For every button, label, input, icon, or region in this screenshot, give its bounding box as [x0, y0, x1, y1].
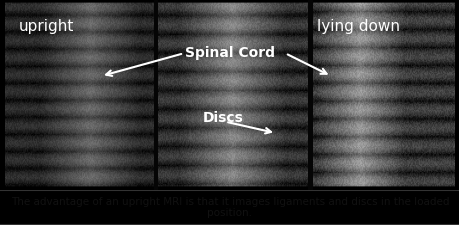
- Text: upright: upright: [18, 19, 73, 34]
- Text: Discs: Discs: [202, 111, 243, 125]
- Text: The advantage of an upright MRI is that it images ligaments and discs in the loa: The advantage of an upright MRI is that …: [11, 197, 448, 218]
- Text: lying down: lying down: [317, 19, 399, 34]
- Text: Spinal Cord: Spinal Cord: [185, 46, 274, 60]
